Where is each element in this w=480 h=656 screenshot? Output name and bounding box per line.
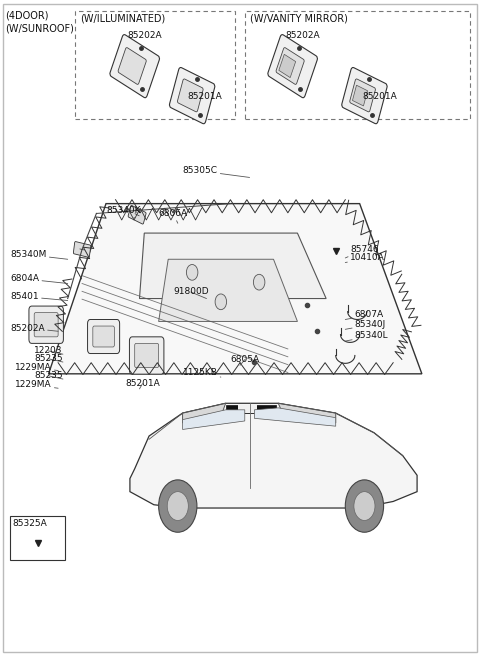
Text: 85401: 85401 <box>10 292 68 301</box>
Text: 91800D: 91800D <box>173 287 209 298</box>
FancyBboxPatch shape <box>130 337 164 374</box>
Text: 85746: 85746 <box>345 245 379 258</box>
Text: 85201A: 85201A <box>187 92 222 101</box>
Text: 85235: 85235 <box>34 371 63 380</box>
Polygon shape <box>221 215 340 254</box>
FancyBboxPatch shape <box>276 48 304 85</box>
Text: 85235: 85235 <box>34 354 63 363</box>
FancyBboxPatch shape <box>110 35 159 98</box>
Polygon shape <box>254 408 336 426</box>
FancyBboxPatch shape <box>350 79 375 112</box>
Text: 85202A: 85202A <box>128 31 162 40</box>
Text: 85340M: 85340M <box>10 250 68 259</box>
Text: 85202A: 85202A <box>10 323 58 333</box>
FancyBboxPatch shape <box>87 319 120 354</box>
FancyBboxPatch shape <box>342 68 387 124</box>
Text: 6806A: 6806A <box>158 209 188 223</box>
FancyBboxPatch shape <box>118 48 146 85</box>
FancyBboxPatch shape <box>34 313 58 337</box>
Text: 85305C: 85305C <box>182 167 250 177</box>
Circle shape <box>215 294 227 310</box>
Polygon shape <box>158 259 298 321</box>
FancyBboxPatch shape <box>352 85 368 106</box>
Polygon shape <box>226 405 276 413</box>
Circle shape <box>354 491 375 520</box>
Circle shape <box>186 264 198 280</box>
Text: (4DOOR)
(W/SUNROOF): (4DOOR) (W/SUNROOF) <box>5 10 74 33</box>
FancyBboxPatch shape <box>169 68 215 124</box>
FancyBboxPatch shape <box>128 205 146 224</box>
Polygon shape <box>182 403 226 423</box>
FancyBboxPatch shape <box>93 326 114 347</box>
Polygon shape <box>140 233 326 298</box>
FancyBboxPatch shape <box>73 241 91 257</box>
FancyBboxPatch shape <box>268 35 317 98</box>
Text: 6807A: 6807A <box>345 310 384 319</box>
Polygon shape <box>130 403 417 508</box>
Circle shape <box>167 491 188 520</box>
Text: 1229MA: 1229MA <box>15 363 58 372</box>
Text: 85340J: 85340J <box>345 320 386 329</box>
Text: (W/VANITY MIRROR): (W/VANITY MIRROR) <box>250 14 348 24</box>
Text: 10410A: 10410A <box>345 253 385 262</box>
Text: 6805A: 6805A <box>230 355 260 365</box>
Text: 1125KB: 1125KB <box>182 368 221 377</box>
Text: 1229MA: 1229MA <box>15 380 58 390</box>
Text: 85325A: 85325A <box>12 519 48 528</box>
Circle shape <box>158 480 197 532</box>
Text: 85202A: 85202A <box>286 31 320 40</box>
FancyBboxPatch shape <box>178 79 203 112</box>
Polygon shape <box>48 203 422 374</box>
Circle shape <box>345 480 384 532</box>
FancyBboxPatch shape <box>279 54 296 77</box>
Polygon shape <box>182 410 245 430</box>
Text: 85340K: 85340K <box>106 206 141 218</box>
Text: 85201A: 85201A <box>362 92 397 101</box>
FancyBboxPatch shape <box>135 343 158 367</box>
Polygon shape <box>278 403 336 423</box>
Polygon shape <box>238 405 257 413</box>
Polygon shape <box>230 207 350 246</box>
Text: 85201A: 85201A <box>125 379 160 389</box>
Text: (W/ILLUMINATED): (W/ILLUMINATED) <box>80 14 165 24</box>
Text: 85340L: 85340L <box>345 331 388 341</box>
Text: 12203: 12203 <box>34 346 63 356</box>
Text: 6804A: 6804A <box>10 274 68 283</box>
FancyBboxPatch shape <box>29 306 63 343</box>
Circle shape <box>253 274 265 290</box>
